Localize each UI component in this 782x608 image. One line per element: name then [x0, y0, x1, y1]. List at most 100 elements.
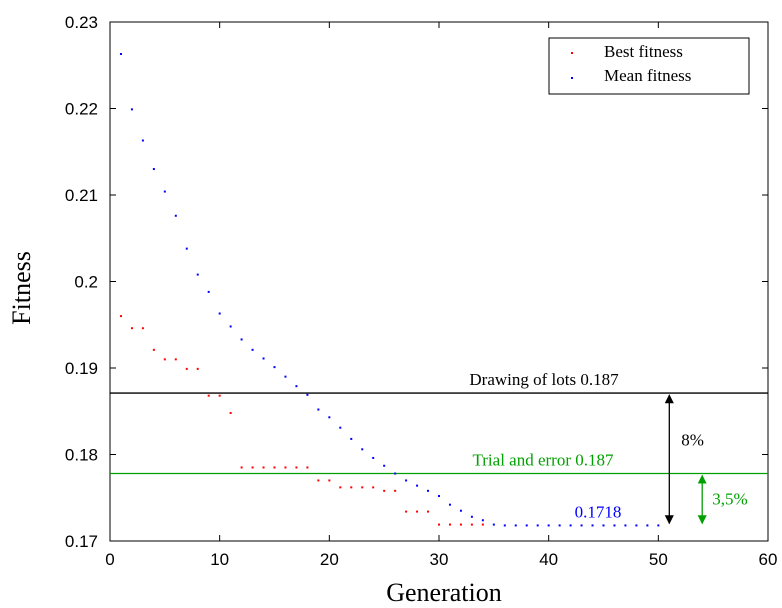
mean-fitness-point	[547, 524, 550, 527]
mean-fitness-point	[163, 190, 166, 193]
mean-fitness-point	[602, 524, 605, 527]
mean-fitness-point	[492, 523, 495, 526]
mean-fitness-point	[657, 524, 660, 527]
mean-fitness-point	[119, 53, 122, 56]
legend-box	[548, 37, 750, 95]
y-axis-label: Fitness	[7, 251, 36, 325]
mean-fitness-point	[591, 524, 594, 527]
best-fitness-point	[394, 489, 397, 492]
mean-fitness-point	[394, 472, 397, 475]
annotations: 0.1718 8% 3,5%	[575, 394, 748, 525]
best-fitness-point	[350, 486, 353, 489]
mean-fitness-point	[218, 312, 221, 315]
y-tick-label: 0.2	[74, 273, 98, 292]
mean-fitness-point	[448, 503, 451, 506]
mean-fitness-point	[284, 375, 287, 378]
axes: 0 10 20 30 40 50 60 0.17 0.18 0.19 0.2 0.21 0.22 0.23	[65, 13, 778, 569]
legend-marker-best	[571, 52, 573, 54]
mean-fitness-point	[558, 524, 561, 527]
best-fitness-point	[481, 523, 484, 526]
mean-fitness-point	[383, 464, 386, 467]
mean-fitness-point	[481, 519, 484, 522]
mean-fitness-point	[350, 437, 353, 440]
mean-fitness-point	[635, 524, 638, 527]
mean-fitness-point	[152, 168, 155, 171]
best-fitness-point	[328, 479, 331, 482]
y-tick-label: 0.22	[65, 100, 98, 119]
mean-fitness-point	[207, 290, 210, 293]
reference-line-label: Drawing of lots 0.187	[469, 370, 619, 389]
x-axis-label: Generation	[386, 578, 502, 607]
mean-fitness-point	[141, 139, 144, 142]
best-fitness-point	[438, 523, 440, 526]
best-fitness-point	[459, 523, 462, 526]
mean-fitness-point	[251, 348, 254, 351]
mean-fitness-point	[569, 524, 572, 527]
best-fitness-point	[229, 411, 232, 414]
final-value-label: 0.1718	[575, 502, 622, 521]
best-fitness-point	[119, 315, 122, 318]
best-fitness-point	[339, 486, 342, 489]
mean-fitness-point	[405, 479, 408, 482]
mean-fitness-point	[174, 214, 177, 217]
best-fitness-point	[141, 327, 144, 330]
mean-fitness-point	[459, 509, 462, 512]
x-tick-label: 50	[649, 550, 668, 569]
mean-fitness-point	[295, 385, 298, 388]
best-fitness-point	[207, 394, 210, 397]
best-fitness-point	[295, 466, 298, 469]
best-fitness-point	[130, 327, 133, 330]
mean-fitness-point	[262, 357, 265, 360]
mean-fitness-point	[580, 524, 583, 527]
mean-fitness-point	[317, 408, 320, 411]
percent-label-35: 3,5%	[712, 489, 747, 508]
best-fitness-point	[163, 358, 166, 361]
mean-fitness-point	[361, 448, 364, 451]
mean-fitness-point	[503, 524, 506, 527]
mean-fitness-point	[328, 416, 331, 419]
best-fitness-point	[306, 466, 309, 469]
y-tick-label: 0.18	[65, 446, 98, 465]
best-fitness-point	[405, 510, 408, 513]
best-fitness-point	[470, 523, 473, 526]
mean-fitness-point	[185, 247, 188, 250]
legend-label-best: Best fitness	[604, 42, 683, 61]
mean-fitness-point	[229, 325, 232, 328]
mean-fitness-point	[536, 524, 539, 527]
data-points	[119, 53, 660, 527]
mean-fitness-point	[646, 524, 649, 527]
best-fitness-point	[383, 489, 386, 492]
legend: Best fitness Mean fitness	[548, 37, 750, 95]
mean-fitness-point	[624, 524, 627, 527]
reference-lines: Drawing of lots 0.187 Trial and error 0.1…	[110, 370, 768, 475]
best-fitness-point	[185, 367, 188, 370]
best-fitness-point	[152, 348, 155, 351]
best-fitness-point	[251, 466, 254, 469]
mean-fitness-point	[240, 338, 243, 341]
mean-fitness-point	[339, 426, 342, 429]
legend-marker-mean	[571, 77, 573, 79]
mean-fitness-point	[306, 393, 309, 396]
x-tick-label: 40	[539, 550, 558, 569]
best-fitness-point	[372, 486, 375, 489]
best-fitness-point	[262, 466, 265, 469]
best-fitness-point	[174, 358, 177, 361]
mean-fitness-point	[438, 495, 440, 498]
y-tick-label: 0.21	[65, 186, 98, 205]
x-tick-label: 30	[430, 550, 449, 569]
mean-fitness-point	[416, 484, 419, 487]
mean-fitness-point	[470, 515, 473, 518]
y-tick-label: 0.17	[65, 532, 98, 551]
best-fitness-point	[196, 367, 199, 370]
best-fitness-point	[361, 486, 364, 489]
best-fitness-point	[317, 479, 320, 482]
mean-fitness-point	[130, 108, 133, 111]
mean-fitness-point	[525, 524, 528, 527]
mean-fitness-point	[514, 524, 517, 527]
best-fitness-point	[448, 523, 451, 526]
reference-line-label: Trial and error 0.187	[472, 451, 614, 470]
mean-fitness-point	[372, 456, 375, 459]
mean-fitness-point	[273, 366, 276, 369]
percent-label-8: 8%	[681, 430, 704, 449]
